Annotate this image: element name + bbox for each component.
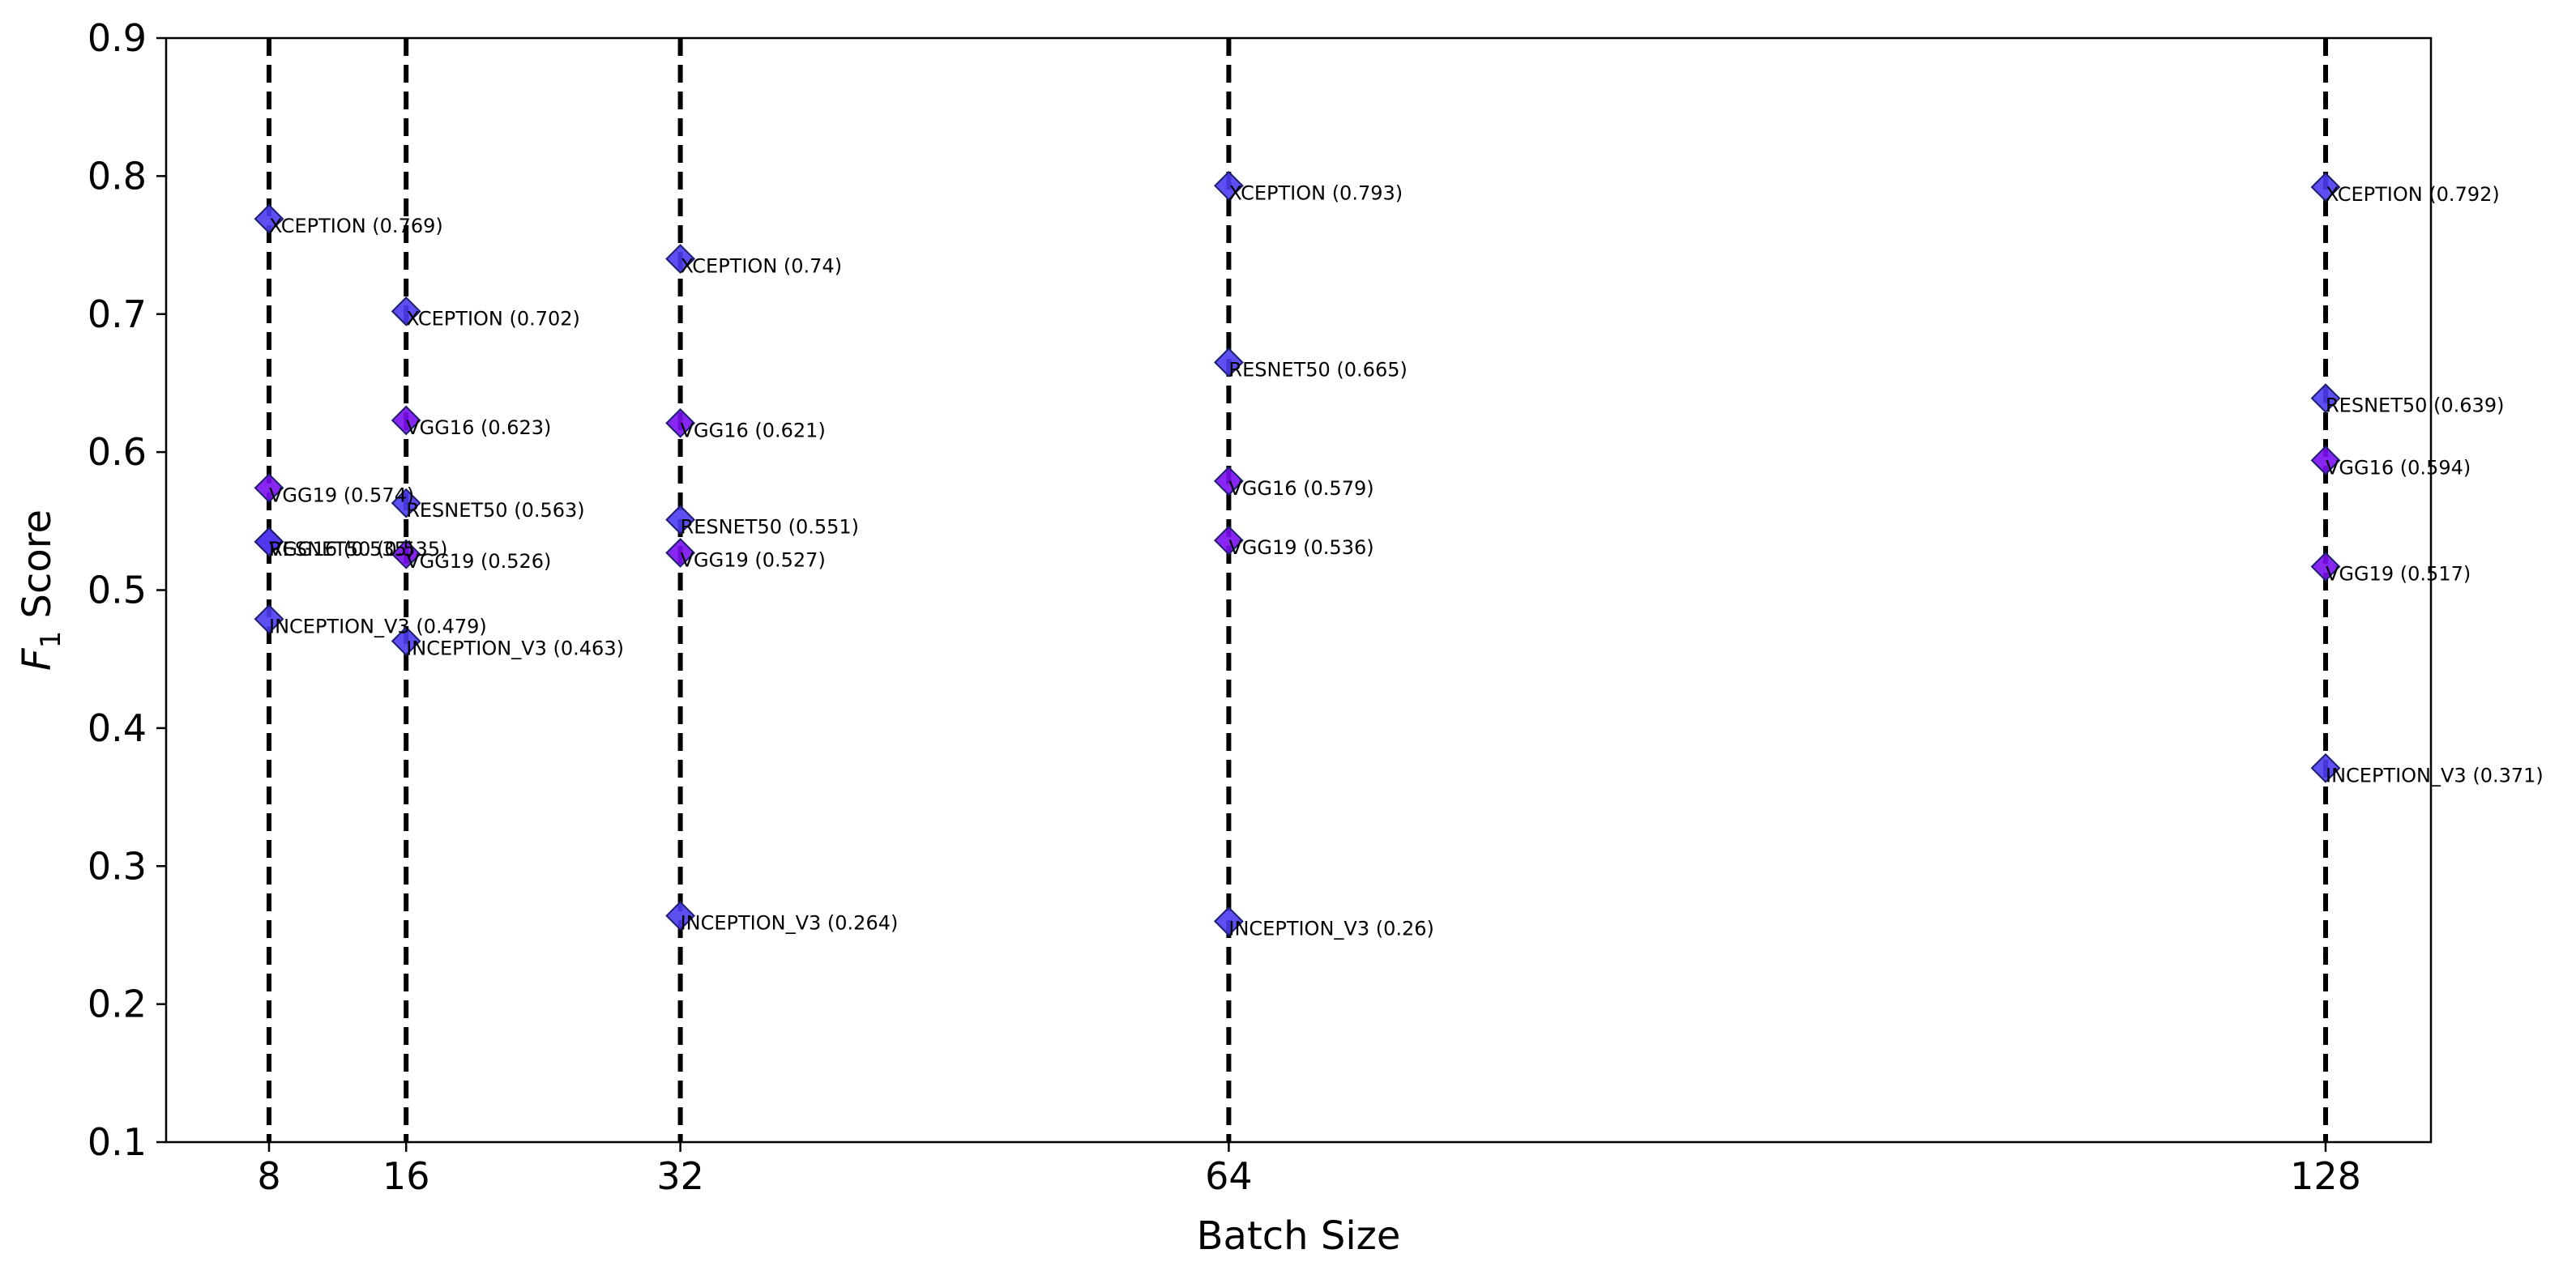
data-point-marker [2310, 552, 2341, 582]
data-point-label: VGG19 (0.517) [2326, 563, 2471, 586]
y-axis-label-text: Score [15, 509, 60, 618]
data-point-label: RESNET50 (0.665) [1228, 358, 1407, 381]
data-point-marker [391, 626, 421, 656]
data-point-label: RESNET50 (0.639) [2326, 394, 2504, 417]
y-tick-label: 0.5 [88, 569, 147, 612]
data-point-marker [391, 488, 421, 518]
data-point-label: RESNET50 (0.535) [269, 538, 447, 561]
data-point-label: INCEPTION_V3 (0.264) [681, 912, 899, 935]
data-point-marker [1213, 347, 1244, 377]
data-point-marker [665, 538, 696, 568]
data-point-marker [665, 505, 696, 535]
x-axis-ticks: 8 16 32 64 128 [257, 1142, 2361, 1198]
data-point-marker [1213, 466, 1244, 497]
data-point-label: VGG16 (0.535) [269, 538, 414, 561]
y-tick-label: 0.3 [88, 844, 147, 888]
y-axis-label-f: F [15, 647, 60, 671]
data-point-marker [665, 901, 696, 931]
data-point-label: XCEPTION (0.792) [2326, 183, 2500, 206]
data-point-label: XCEPTION (0.769) [269, 215, 443, 237]
data-point-label: VGG19 (0.574) [269, 484, 414, 506]
data-point-marker [254, 527, 284, 557]
x-tick-label: 8 [257, 1154, 280, 1198]
data-point-labels: XCEPTION (0.769) VGG19 (0.574) VGG16 (0.53… [269, 181, 2544, 940]
x-tick-label: 16 [382, 1154, 430, 1198]
data-point-marker [665, 244, 696, 275]
data-point-label: VGG19 (0.536) [1228, 536, 1373, 559]
y-tick-label: 0.8 [88, 154, 147, 198]
data-point-marker [1213, 525, 1244, 556]
data-point-label: RESNET50 (0.563) [406, 499, 584, 522]
data-point-marker [254, 203, 284, 234]
y-tick-label: 0.2 [88, 983, 147, 1026]
data-point-label: XCEPTION (0.793) [1228, 181, 1403, 204]
data-point-label: VGG16 (0.623) [406, 416, 551, 439]
data-point-label: INCEPTION_V3 (0.26) [1228, 917, 1434, 940]
data-point-label: INCEPTION_V3 (0.463) [406, 637, 624, 660]
y-axis-label: F1 Score [15, 509, 67, 671]
data-point-marker [254, 603, 284, 634]
data-point-marker [391, 296, 421, 326]
data-point-label: INCEPTION_V3 (0.479) [269, 615, 487, 637]
y-tick-label: 0.4 [88, 706, 147, 750]
x-tick-label: 128 [2290, 1154, 2361, 1198]
dashed-lines [267, 38, 2328, 1142]
y-tick-label: 0.1 [88, 1120, 147, 1164]
data-point-label: VGG16 (0.594) [2326, 456, 2471, 479]
y-axis-ticks: 0.1 0.2 0.3 0.4 0.5 0.6 0.7 0.8 0.9 [88, 16, 166, 1164]
data-point-label: XCEPTION (0.74) [681, 255, 842, 278]
y-tick-label: 0.6 [88, 430, 147, 474]
data-point-marker [665, 407, 696, 438]
data-point-label: VGG16 (0.621) [681, 419, 826, 441]
y-tick-label: 0.7 [88, 292, 147, 336]
data-point-marker [2310, 172, 2341, 203]
data-point-marker [391, 539, 421, 569]
data-point-label: VGG19 (0.527) [681, 548, 826, 571]
y-tick-label: 0.9 [88, 16, 147, 60]
data-point-marker [1213, 906, 1244, 936]
data-point-marker [2310, 383, 2341, 414]
data-point-marker [2310, 445, 2341, 475]
data-point-marker [1213, 170, 1244, 201]
data-points [254, 170, 2341, 936]
x-tick-label: 32 [656, 1154, 704, 1198]
data-point-marker [2310, 752, 2341, 783]
data-point-label: INCEPTION_V3 (0.371) [2326, 764, 2544, 787]
x-tick-label: 64 [1205, 1154, 1253, 1198]
data-point-label: VGG16 (0.579) [1228, 477, 1373, 500]
data-point-marker [391, 405, 421, 436]
data-point-label: XCEPTION (0.702) [406, 307, 580, 330]
data-point-marker [254, 473, 284, 503]
y-axis-label-space [15, 618, 60, 630]
x-axis-label: Batch Size [1197, 1213, 1401, 1259]
y-axis-label-subscript: 1 [35, 631, 67, 649]
data-point-label: RESNET50 (0.551) [681, 516, 859, 539]
data-point-label: VGG19 (0.526) [406, 550, 551, 573]
